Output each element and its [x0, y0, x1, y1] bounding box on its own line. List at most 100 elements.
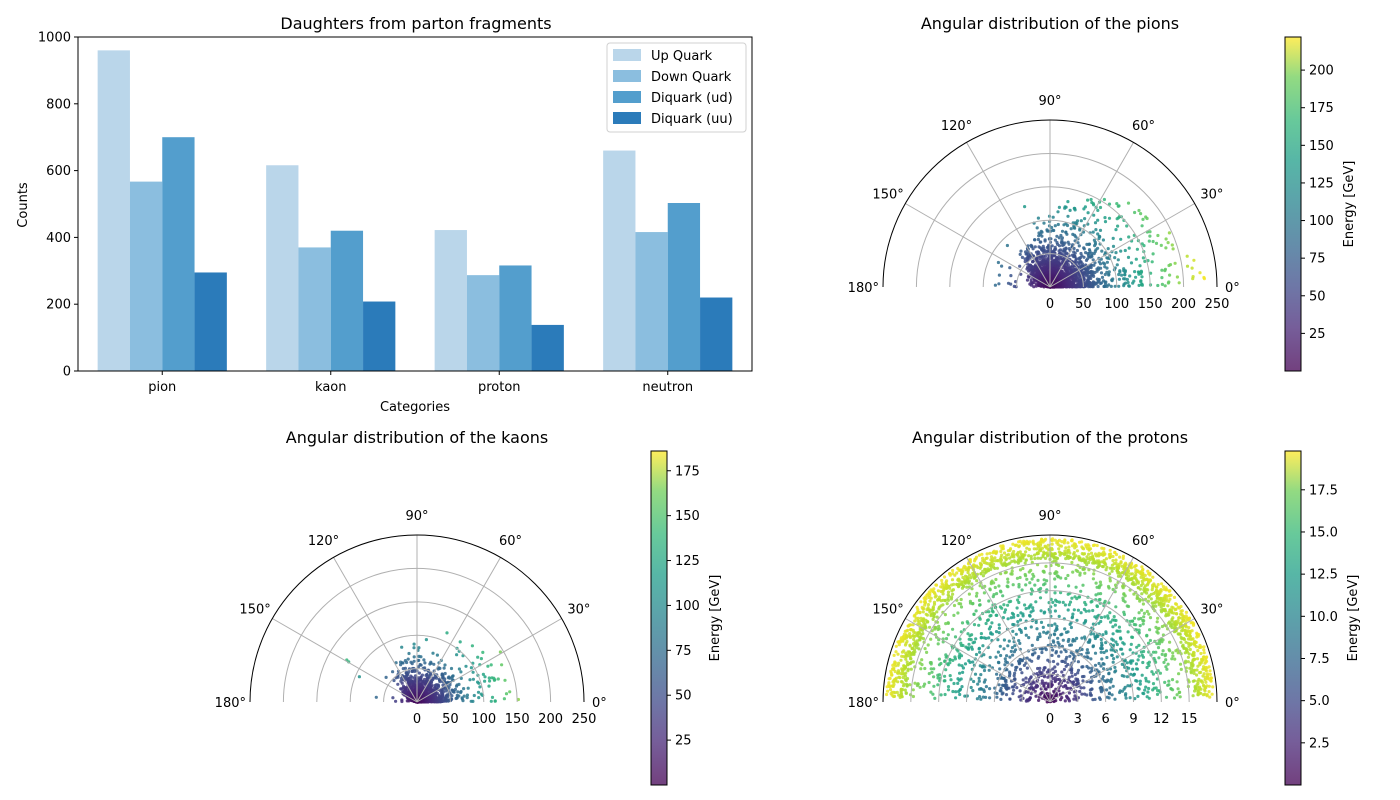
scatter-point	[1091, 608, 1095, 613]
scatter-point	[1043, 238, 1047, 242]
scatter-point	[1038, 670, 1042, 674]
scatter-point	[1026, 274, 1030, 279]
scatter-point	[1018, 627, 1022, 632]
scatter-point	[1060, 270, 1065, 274]
scatter-point	[1058, 248, 1063, 252]
scatter-point	[1128, 696, 1132, 700]
scatter-point	[1018, 689, 1022, 693]
scatter-point	[1066, 573, 1070, 578]
scatter-point	[1100, 275, 1105, 279]
radius-tick-label: 50	[1075, 297, 1092, 312]
scatter-point	[1018, 575, 1022, 580]
scatter-point	[1178, 695, 1182, 699]
scatter-point	[1112, 657, 1116, 661]
scatter-point	[444, 689, 448, 693]
scatter-point	[420, 673, 424, 677]
scatter-point	[1138, 679, 1142, 683]
scatter-point	[1019, 611, 1023, 615]
scatter-point	[1093, 697, 1097, 702]
scatter-point	[905, 682, 909, 687]
scatter-point	[1108, 572, 1112, 576]
scatter-point	[935, 610, 939, 614]
scatter-point	[978, 664, 982, 668]
angle-tick-label: 90°	[405, 509, 428, 524]
scatter-point	[952, 603, 957, 608]
scatter-point	[1001, 683, 1005, 687]
scatter-point	[1099, 266, 1103, 270]
scatter-point	[1167, 683, 1171, 687]
scatter-point	[1091, 230, 1095, 234]
scatter-point	[1028, 282, 1032, 286]
scatter-point	[1033, 556, 1037, 561]
scatter-point	[1186, 655, 1190, 659]
scatter-point	[1029, 243, 1033, 247]
scatter-point	[1124, 696, 1128, 700]
scatter-point	[1104, 649, 1109, 653]
scatter-point	[1111, 632, 1115, 636]
scatter-point	[1123, 248, 1127, 253]
scatter-point	[1076, 608, 1080, 612]
scatter-point	[932, 675, 936, 679]
scatter-point	[1164, 695, 1169, 699]
scatter-point	[1093, 221, 1098, 225]
scatter-point	[1023, 626, 1028, 631]
scatter-point	[1075, 677, 1080, 682]
scatter-point	[1139, 279, 1143, 283]
scatter-point	[1075, 219, 1080, 223]
scatter-point	[1005, 654, 1009, 658]
scatter-point	[384, 675, 388, 680]
scatter-point	[925, 650, 929, 655]
scatter-point	[1123, 277, 1127, 281]
scatter-point	[1123, 269, 1127, 273]
scatter-point	[457, 667, 461, 671]
scatter-point	[424, 638, 428, 642]
scatter-point	[1038, 634, 1042, 639]
scatter-point	[1122, 642, 1126, 646]
scatter-point	[1141, 256, 1145, 260]
scatter-point	[1134, 275, 1138, 279]
scatter-point	[443, 677, 447, 681]
scatter-point	[919, 667, 923, 671]
scatter-point	[459, 676, 463, 681]
scatter-point	[1172, 696, 1177, 700]
scatter-point	[443, 663, 447, 667]
scatter-point	[1118, 629, 1122, 633]
scatter-point	[1105, 266, 1109, 270]
scatter-point	[461, 699, 465, 703]
scatter-point	[998, 644, 1002, 648]
scatter-point	[1061, 638, 1065, 642]
radius-tick-label: 250	[572, 712, 597, 727]
scatter-point	[1127, 284, 1131, 288]
scatter-point	[1102, 667, 1106, 671]
scatter-point	[1060, 696, 1064, 700]
scatter-point	[1016, 613, 1020, 618]
scatter-point	[493, 699, 497, 703]
scatter-point	[451, 674, 455, 678]
scatter-point	[1141, 660, 1145, 665]
scatter-point	[425, 672, 429, 677]
scatter-point	[1059, 233, 1063, 238]
scatter-point	[1117, 625, 1121, 629]
scatter-point	[1136, 694, 1140, 699]
scatter-point	[1034, 256, 1038, 260]
scatter-point	[1109, 677, 1114, 681]
scatter-point	[1098, 262, 1103, 266]
scatter-point	[1022, 663, 1026, 668]
scatter-point	[1107, 691, 1111, 695]
scatter-point	[1051, 600, 1055, 605]
scatter-point	[1060, 565, 1064, 570]
scatter-point	[1175, 275, 1179, 279]
scatter-point	[981, 644, 985, 648]
scatter-point	[502, 697, 506, 701]
scatter-point	[1066, 630, 1070, 634]
scatter-point	[1113, 256, 1117, 260]
scatter-point	[1120, 647, 1124, 651]
scatter-point	[1023, 572, 1027, 577]
scatter-point	[1023, 561, 1027, 565]
scatter-point	[990, 621, 994, 625]
bar-neutron-2	[667, 203, 701, 371]
scatter-point	[923, 666, 927, 671]
scatter-point	[1011, 629, 1015, 634]
scatter-point	[944, 637, 949, 641]
scatter-point	[1154, 604, 1158, 608]
